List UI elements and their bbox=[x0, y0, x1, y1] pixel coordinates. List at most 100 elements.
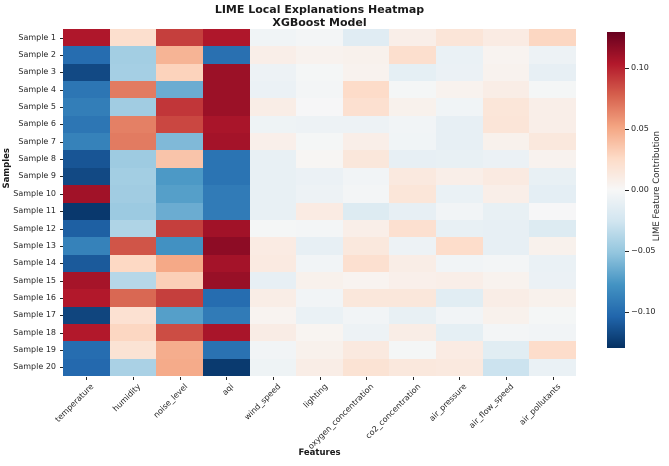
heatmap-cell bbox=[109, 254, 157, 272]
heatmap-cell bbox=[109, 323, 157, 342]
heatmap-cell bbox=[296, 46, 343, 64]
heatmap-cell bbox=[389, 289, 437, 307]
heatmap-cell bbox=[202, 115, 250, 134]
heatmap-cell bbox=[529, 219, 576, 238]
chart-title: LIME Local Explanations Heatmap XGBoost … bbox=[63, 3, 576, 29]
heatmap-cell bbox=[529, 358, 576, 376]
heatmap-cell bbox=[296, 358, 343, 376]
heatmap-cell bbox=[296, 63, 343, 82]
heatmap-cell bbox=[249, 167, 297, 186]
heatmap-cell bbox=[342, 46, 390, 64]
heatmap-cell bbox=[109, 98, 157, 116]
heatmap-cell bbox=[202, 219, 250, 238]
heatmap-cell bbox=[156, 202, 203, 220]
heatmap-cell bbox=[63, 306, 110, 324]
heatmap-cell bbox=[436, 63, 483, 82]
heatmap-cell bbox=[482, 358, 530, 376]
heatmap-cell bbox=[63, 29, 110, 47]
heatmap-cell bbox=[529, 150, 576, 168]
heatmap-cell bbox=[156, 81, 203, 99]
heatmap-cell bbox=[342, 254, 390, 272]
tick-mark bbox=[59, 332, 63, 334]
heatmap-cell bbox=[389, 219, 437, 238]
heatmap-cell bbox=[202, 202, 250, 220]
heatmap-cell bbox=[63, 167, 110, 186]
heatmap-cell bbox=[156, 219, 203, 238]
colorbar-tick-label: 0.10 bbox=[631, 63, 649, 73]
heatmap-cell bbox=[156, 63, 203, 82]
heatmap-cell bbox=[202, 133, 250, 151]
heatmap-cell bbox=[202, 323, 250, 342]
x-tick-label: oxygen_concentration bbox=[306, 382, 376, 452]
heatmap-cell bbox=[482, 341, 530, 359]
tick-mark bbox=[366, 376, 368, 380]
heatmap-cell bbox=[296, 133, 343, 151]
heatmap-cell bbox=[156, 133, 203, 151]
tick-mark bbox=[59, 55, 63, 57]
heatmap-cell bbox=[109, 237, 157, 255]
tick-mark bbox=[59, 297, 63, 299]
chart-title-line2: XGBoost Model bbox=[272, 16, 367, 29]
y-tick-label: Sample 4 bbox=[18, 84, 56, 94]
y-tick-label: Sample 7 bbox=[18, 136, 56, 146]
heatmap-cell bbox=[249, 81, 297, 99]
heatmap-cell bbox=[342, 63, 390, 82]
heatmap-cell bbox=[482, 167, 530, 186]
heatmap-cell bbox=[249, 46, 297, 64]
x-tick-label: wind_speed bbox=[242, 382, 283, 422]
heatmap-cell bbox=[529, 115, 576, 134]
x-tick-label: lighting bbox=[301, 382, 329, 410]
heatmap-cell bbox=[342, 219, 390, 238]
tick-mark bbox=[412, 376, 414, 380]
heatmap-cell bbox=[342, 358, 390, 376]
y-tick-label: Sample 9 bbox=[18, 171, 56, 181]
heatmap-cell bbox=[156, 167, 203, 186]
heatmap-cell bbox=[529, 237, 576, 255]
y-tick-label: Sample 20 bbox=[13, 362, 56, 372]
heatmap-cell bbox=[529, 185, 576, 203]
heatmap-cell bbox=[482, 237, 530, 255]
heatmap-cell bbox=[529, 341, 576, 359]
heatmap-cell bbox=[63, 81, 110, 99]
heatmap-cell bbox=[342, 98, 390, 116]
heatmap-cell bbox=[389, 150, 437, 168]
heatmap-cell bbox=[156, 237, 203, 255]
heatmap-cell bbox=[529, 98, 576, 116]
heatmap-cell bbox=[156, 29, 203, 47]
tick-mark bbox=[59, 193, 63, 195]
heatmap-cell bbox=[109, 219, 157, 238]
heatmap-cell bbox=[296, 237, 343, 255]
colorbar-tick-label: 0.00 bbox=[631, 185, 649, 194]
heatmap-cell bbox=[109, 341, 157, 359]
heatmap-cell bbox=[342, 185, 390, 203]
heatmap-cell bbox=[529, 81, 576, 99]
heatmap-cell bbox=[63, 237, 110, 255]
heatmap-cell bbox=[342, 29, 390, 47]
heatmap-cell bbox=[202, 81, 250, 99]
heatmap-cell bbox=[436, 254, 483, 272]
tick-mark bbox=[59, 124, 63, 126]
heatmap-cell bbox=[249, 289, 297, 307]
heatmap-cell bbox=[249, 341, 297, 359]
heatmap-cell bbox=[296, 98, 343, 116]
x-tick-label: temperature bbox=[53, 382, 96, 424]
heatmap-cell bbox=[109, 185, 157, 203]
colorbar-tick-label: 0.05 bbox=[631, 124, 649, 134]
heatmap-cell bbox=[202, 167, 250, 186]
heatmap-cell bbox=[249, 219, 297, 238]
colorbar-tick-mark bbox=[625, 190, 629, 191]
heatmap-cell bbox=[63, 219, 110, 238]
heatmap-cell bbox=[529, 46, 576, 64]
heatmap-cell bbox=[482, 133, 530, 151]
y-tick-label: Sample 18 bbox=[13, 327, 56, 337]
heatmap-cell bbox=[109, 271, 157, 290]
x-tick-label: air_pressure bbox=[427, 382, 469, 423]
tick-mark bbox=[226, 376, 228, 380]
tick-mark bbox=[59, 245, 63, 247]
y-tick-label: Sample 12 bbox=[13, 223, 56, 233]
heatmap-cell bbox=[109, 133, 157, 151]
heatmap-cell bbox=[202, 237, 250, 255]
heatmap-cell bbox=[436, 289, 483, 307]
heatmap-cell bbox=[436, 133, 483, 151]
colorbar-tick-label: −0.10 bbox=[631, 306, 656, 316]
